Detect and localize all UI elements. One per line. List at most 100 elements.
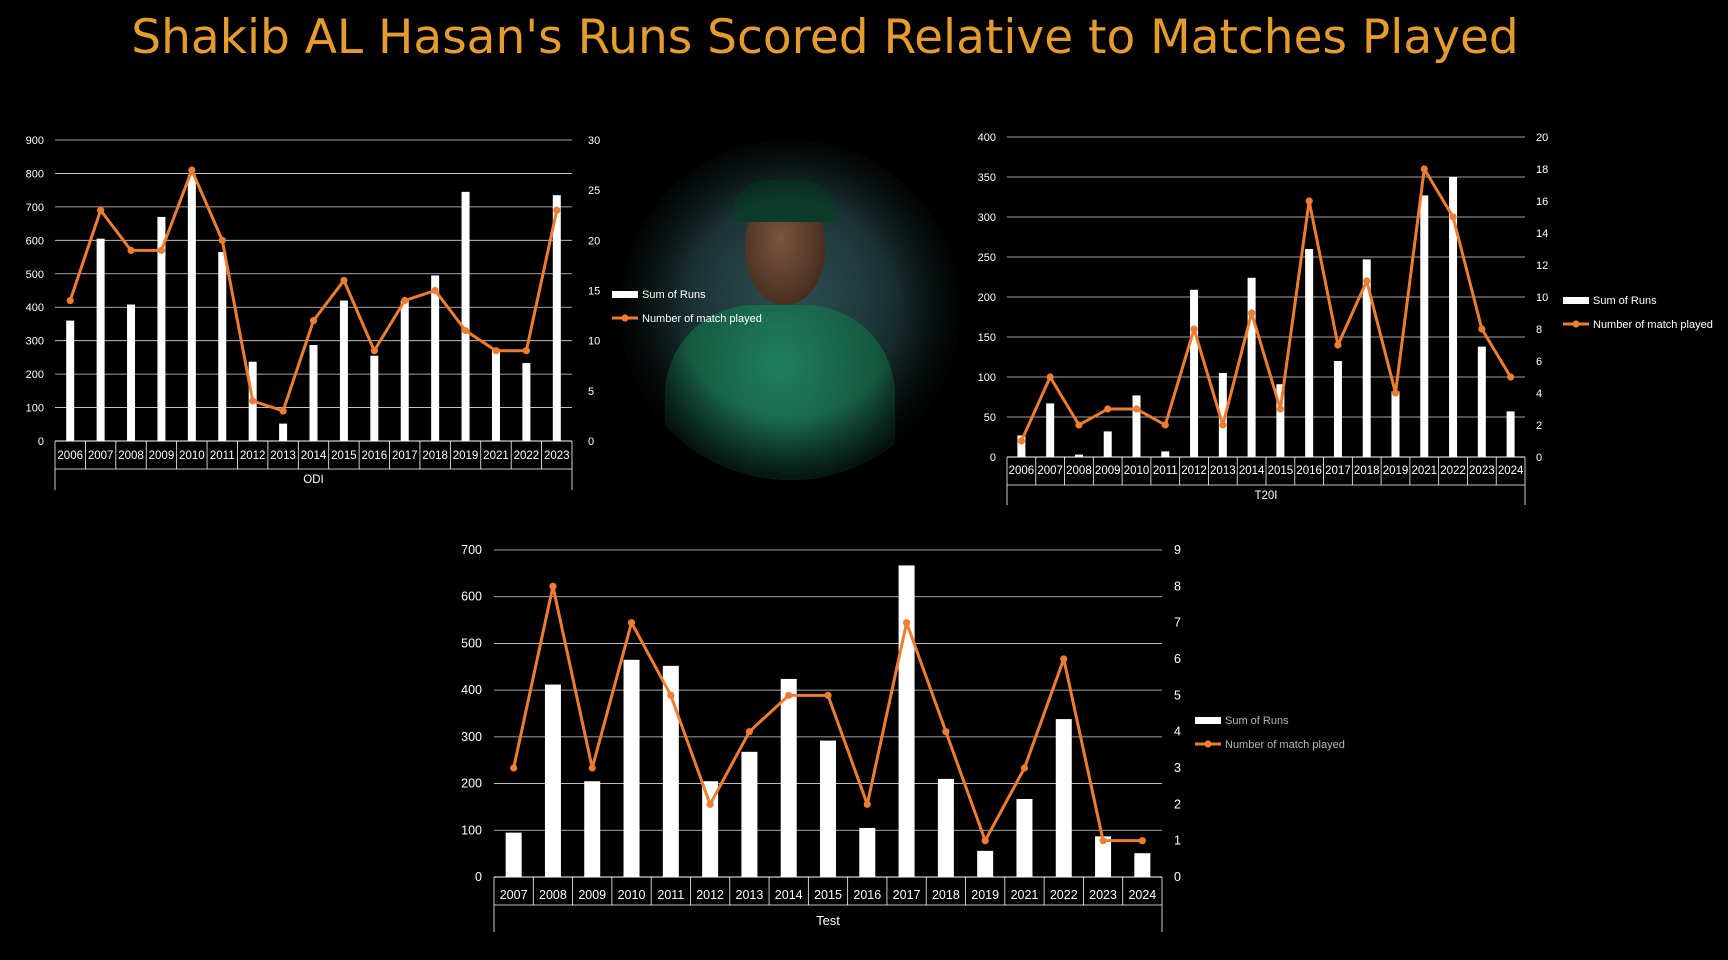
y-right-tick-label: 5	[1174, 688, 1181, 702]
line-point	[1276, 405, 1284, 413]
legend-bar-label: Sum of Runs	[1225, 715, 1289, 727]
y-left-tick-label: 900	[26, 135, 44, 147]
y-right-tick-label: 1	[1174, 834, 1181, 848]
line-point	[981, 837, 989, 845]
y-left-tick-label: 250	[978, 252, 996, 264]
line-point	[1046, 373, 1054, 381]
chart-odi: 0 100 200 300 400 500 600 700 800 900 0 5 10 15 20 25 30…	[26, 135, 762, 490]
bar	[1506, 411, 1515, 457]
x-tick-label: 2013	[270, 450, 296, 462]
y-left-tick-label: 50	[984, 412, 996, 424]
y-right-tick-label: 20	[588, 235, 600, 247]
line-point	[588, 764, 596, 772]
x-tick-label: 2010	[1124, 465, 1150, 477]
x-tick-label: 2009	[578, 888, 606, 902]
y-left-tick-label: 600	[26, 235, 44, 247]
y-right-tick-label: 2	[1536, 420, 1542, 432]
bar	[1016, 798, 1033, 877]
bar	[1333, 361, 1342, 457]
x-tick-label: 2015	[331, 450, 357, 462]
x-tick-label: 2009	[149, 450, 175, 462]
y-left-tick-label: 800	[26, 168, 44, 180]
y-left-tick-label: 400	[26, 302, 44, 314]
line-point	[667, 691, 675, 699]
x-tick-label: 2008	[539, 888, 567, 902]
x-tick-label: 2017	[392, 450, 418, 462]
y-left-tick-label: 400	[461, 683, 482, 697]
bar	[431, 275, 440, 441]
line-point	[340, 276, 348, 285]
y-right-tick-label: 5	[588, 386, 594, 398]
bar	[1305, 249, 1314, 457]
y-left-tick-label: 300	[978, 212, 996, 224]
y-left-tick-label: 200	[461, 777, 482, 791]
x-tick-label: 2011	[657, 888, 684, 902]
bar	[1362, 259, 1371, 457]
bar	[491, 349, 500, 441]
x-tick-label: 2015	[1268, 465, 1294, 477]
x-tick-label: 2007	[1037, 465, 1063, 477]
y-right-tick-label: 14	[1536, 228, 1548, 240]
y-right-tick-label: 15	[588, 286, 600, 298]
line-point	[1020, 764, 1029, 772]
bar	[780, 678, 797, 877]
line-point	[1161, 421, 1169, 429]
x-tick-label: 2009	[1095, 465, 1121, 477]
x-tick-label: 2018	[422, 450, 448, 462]
bar	[1074, 454, 1083, 457]
line-point	[1075, 421, 1083, 429]
line-point	[1099, 837, 1107, 845]
y-right-tick-label: 30	[588, 135, 600, 147]
y-right-tick-label: 12	[1536, 260, 1548, 272]
y-left-tick-label: 700	[461, 543, 482, 557]
y-right-tick-label: 9	[1174, 543, 1181, 557]
line-point	[249, 397, 257, 405]
x-tick-label: 2023	[1469, 465, 1495, 477]
y-left-tick-label: 200	[26, 369, 44, 381]
legend-line-label: Number of match played	[1593, 319, 1713, 331]
y-right-tick-label: 0	[1174, 870, 1181, 884]
chart-test: 0 100 200 300 400 500 600 700 0 1 2 3 4 5 6 7 8 9 2007 2008…	[461, 543, 1345, 932]
line-point	[1132, 405, 1141, 413]
bar	[187, 175, 196, 441]
x-tick-label: 2006	[57, 450, 83, 462]
y-right-tick-label: 20	[1536, 132, 1548, 144]
x-tick-label: 2019	[453, 450, 479, 462]
x-tick-label: 2022	[1440, 465, 1466, 477]
x-axis-label: ODI	[303, 474, 323, 486]
x-tick-label: 2016	[1296, 465, 1322, 477]
line-point	[785, 691, 793, 699]
y-right-tick-label: 8	[1174, 579, 1181, 593]
bar	[218, 252, 227, 441]
bar	[505, 832, 522, 877]
y-right-tick-label: 6	[1174, 652, 1181, 666]
legend-bar-swatch	[1563, 297, 1589, 304]
x-tick-label: 2021	[1011, 888, 1039, 902]
y-right-tick-label: 10	[1536, 292, 1548, 304]
x-tick-label: 2016	[362, 450, 388, 462]
line-point	[1363, 277, 1371, 285]
bar	[662, 665, 679, 877]
line-point	[1420, 165, 1428, 173]
x-tick-label: 2008	[118, 450, 144, 462]
line-point	[627, 619, 636, 627]
bar	[1247, 277, 1256, 457]
bar	[584, 781, 601, 877]
bar	[1391, 391, 1400, 457]
line-point	[218, 236, 226, 244]
y-left-tick-label: 100	[461, 823, 482, 837]
x-tick-label: 2019	[971, 888, 999, 902]
line-point	[1507, 373, 1515, 381]
y-left-tick-label: 200	[978, 292, 996, 304]
line-point	[1334, 341, 1342, 349]
line-point	[510, 764, 518, 772]
x-tick-label: 2012	[1181, 465, 1207, 477]
bar	[820, 740, 836, 877]
x-tick-label: 2019	[1383, 465, 1409, 477]
bar	[309, 345, 318, 441]
legend-line-marker	[1572, 320, 1580, 328]
line-point	[549, 582, 557, 590]
x-tick-label: 2023	[1089, 888, 1117, 902]
x-tick-label: 2021	[483, 450, 509, 462]
